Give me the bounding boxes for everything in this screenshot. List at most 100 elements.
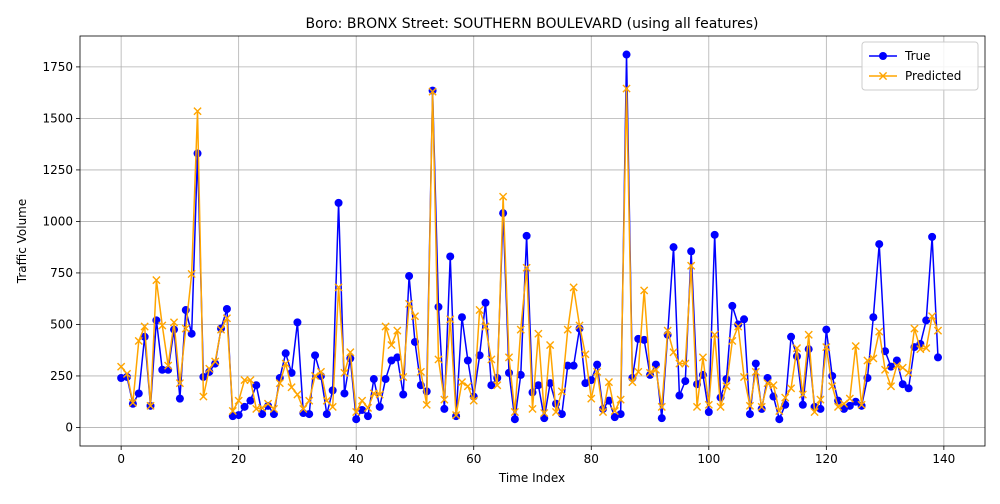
data-point-predicted [164,361,173,370]
data-point-true [134,389,143,398]
data-point-predicted [540,408,549,418]
data-point-true [234,411,243,420]
chart-title: Boro: BRONX Street: SOUTHERN BOULEVARD (… [306,16,759,32]
data-point-predicted [510,407,519,417]
data-point-true [604,396,613,405]
data-point-true [745,410,754,419]
series-predicted [117,84,943,420]
data-point-true [540,414,549,423]
data-point-predicted [410,312,420,321]
data-point-predicted [457,378,467,387]
y-axis-label: Traffic Volume [15,199,29,285]
data-point-true [222,304,231,313]
x-tick-label: 100 [697,452,720,466]
data-point-true [457,313,466,322]
data-point-predicted [240,375,249,385]
data-point-true [128,399,137,408]
data-point-predicted [440,395,449,404]
x-tick-label: 60 [466,452,481,466]
data-point-true [681,377,690,386]
data-point-true [175,394,184,403]
legend-label-predicted: Predicted [905,69,961,83]
data-point-true [381,375,390,384]
y-tick-label: 1500 [42,111,73,125]
data-point-predicted [352,407,361,417]
data-point-true [440,404,449,413]
data-point-predicted [875,327,884,336]
data-point-predicted [928,312,937,321]
data-point-predicted [234,396,243,405]
data-point-true [434,302,443,311]
data-point-predicted [275,379,284,388]
data-point-predicted [128,398,137,407]
data-point-predicted [704,400,713,409]
x-tick-label: 140 [932,452,955,466]
data-point-predicted [258,403,267,412]
data-point-predicted [886,382,896,391]
data-point-predicted [881,365,890,374]
data-point-predicted [728,336,737,346]
data-point-true [869,313,878,322]
data-point-predicted [722,382,731,391]
data-point-predicted [640,286,649,295]
data-point-true [281,349,290,358]
data-point-predicted [516,325,525,334]
data-point-true [352,415,361,424]
data-point-true [340,389,349,398]
data-point-predicted [216,325,226,334]
data-point-predicted [593,367,602,376]
data-point-predicted [504,353,514,362]
data-point-true [757,404,766,413]
data-point-predicted [857,400,866,409]
data-point-predicted [922,344,931,353]
data-point-true [311,351,320,360]
data-point-predicted [269,404,279,414]
data-point-predicted [828,382,837,391]
data-point-true [933,353,942,362]
data-point-true [534,381,543,390]
data-point-predicted [804,330,813,339]
data-point-predicted [845,394,854,403]
data-point-predicted [816,395,825,404]
series-true [117,50,942,424]
data-point-true [710,230,719,239]
legend-box [861,41,979,91]
data-point-true [722,375,731,384]
data-point-true [393,353,402,362]
data-point-true [675,391,684,400]
data-point-predicted [933,326,943,335]
data-point-true [399,390,408,399]
data-point-predicted [645,368,655,377]
data-point-predicted [869,354,878,363]
data-point-true [857,401,866,410]
y-tick-label: 1000 [42,214,73,228]
data-point-predicted [487,355,496,364]
data-point-true [640,335,649,344]
data-point-predicted [122,369,132,378]
data-point-predicted [528,404,537,414]
data-point-true [704,408,713,417]
data-point-predicted [610,406,619,416]
data-point-predicted [687,261,696,270]
data-point-true [875,240,884,249]
data-point-predicted [452,411,461,420]
data-point-predicted [739,372,749,382]
data-point-predicted [416,367,425,376]
data-point-predicted [763,379,772,388]
data-point-predicted [822,343,831,352]
data-point-true [740,315,749,324]
data-point-true [334,198,343,207]
data-point-predicted [293,390,302,399]
data-point-true [487,381,496,390]
data-point-predicted [692,402,702,411]
data-point-predicted [675,359,684,368]
data-point-true [787,332,796,341]
data-point-predicted [616,395,625,404]
data-point-predicted [158,321,167,330]
y-tick-label: 750 [50,266,73,280]
data-point-predicted [481,322,490,331]
data-point-true [669,243,678,252]
data-point-predicted [387,340,396,350]
data-point-predicted [322,396,331,405]
